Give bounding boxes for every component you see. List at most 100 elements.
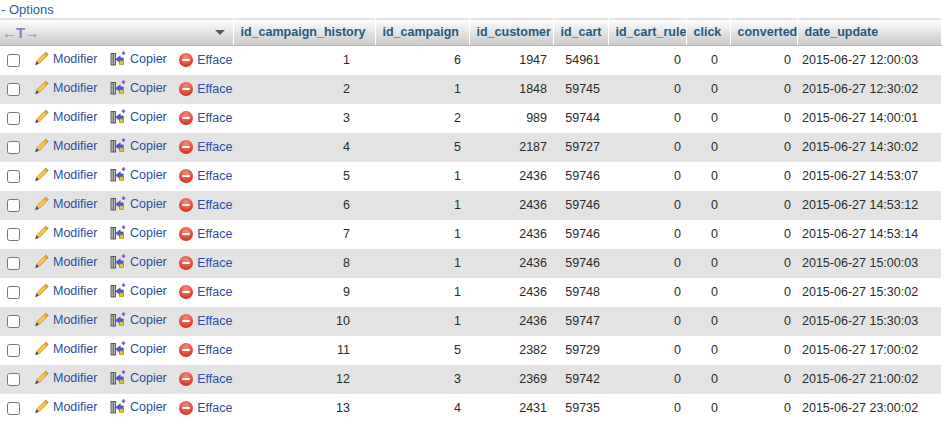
delete-link[interactable]: Effacer [179, 140, 233, 154]
cell-converted: 0 [730, 75, 797, 104]
cell-date-update: 2015-06-27 14:53:14 [797, 220, 941, 249]
cell-id-campaign: 1 [375, 249, 469, 278]
row-checkbox[interactable] [7, 315, 20, 328]
delete-icon [179, 343, 193, 357]
edit-link[interactable]: Modifier [33, 370, 97, 386]
row-checkbox[interactable] [7, 228, 20, 241]
row-select-cell [0, 104, 30, 133]
row-checkbox[interactable] [7, 170, 20, 183]
cell-id-cart: 59727 [553, 133, 608, 162]
delete-link[interactable]: Effacer [179, 256, 233, 270]
delete-link[interactable]: Effacer [179, 53, 233, 67]
column-header-id_customer[interactable]: id_customer [469, 19, 553, 46]
cell-id-cart-rule: 0 [608, 75, 686, 104]
cell-id-cart: 59746 [553, 162, 608, 191]
edit-link[interactable]: Modifier [33, 341, 97, 357]
column-header-id_cart_rule[interactable]: id_cart_rule [608, 19, 686, 46]
copy-link[interactable]: Copier [110, 109, 167, 125]
cell-converted: 0 [730, 307, 797, 336]
row-checkbox[interactable] [7, 286, 20, 299]
cell-click: 0 [686, 336, 730, 365]
cell-click: 0 [686, 191, 730, 220]
edit-link[interactable]: Modifier [33, 312, 97, 328]
delete-icon [179, 372, 193, 386]
copy-link[interactable]: Copier [110, 196, 167, 212]
copy-link[interactable]: Copier [110, 80, 167, 96]
row-checkbox[interactable] [7, 83, 20, 96]
cell-id-cart-rule: 0 [608, 307, 686, 336]
column-header-click[interactable]: click [686, 19, 730, 46]
copy-icon [110, 312, 126, 328]
delete-icon [179, 285, 193, 299]
row-actions-cell: Modifier Copier Effacer [30, 46, 233, 75]
cell-date-update: 2015-06-27 14:53:07 [797, 162, 941, 191]
delete-link[interactable]: Effacer [179, 285, 233, 299]
column-header-date_update[interactable]: date_update [797, 19, 941, 46]
row-checkbox[interactable] [7, 373, 20, 386]
copy-link[interactable]: Copier [110, 370, 167, 386]
results-table: ←T→ id_campaign_historyid_campaignid_cus… [0, 18, 942, 423]
display-direction-control[interactable]: ←T→ [2, 24, 38, 41]
copy-link[interactable]: Copier [110, 225, 167, 241]
edit-link[interactable]: Modifier [33, 196, 97, 212]
delete-icon [179, 314, 193, 328]
column-header-converted[interactable]: converted [730, 19, 797, 46]
cell-id-campaign-history: 11 [233, 336, 375, 365]
edit-link[interactable]: Modifier [33, 399, 97, 415]
copy-link[interactable]: Copier [110, 138, 167, 154]
row-select-cell [0, 394, 30, 423]
row-select-cell [0, 162, 30, 191]
row-checkbox[interactable] [7, 112, 20, 125]
cell-date-update: 2015-06-27 12:00:03 [797, 46, 941, 75]
edit-link[interactable]: Modifier [33, 138, 97, 154]
cell-id-campaign: 2 [375, 104, 469, 133]
copy-link[interactable]: Copier [110, 283, 167, 299]
edit-link[interactable]: Modifier [33, 167, 97, 183]
edit-link[interactable]: Modifier [33, 254, 97, 270]
edit-link[interactable]: Modifier [33, 51, 97, 67]
copy-link[interactable]: Copier [110, 399, 167, 415]
cell-id-customer: 2436 [469, 162, 553, 191]
edit-link[interactable]: Modifier [33, 109, 97, 125]
cell-id-campaign-history: 7 [233, 220, 375, 249]
cell-click: 0 [686, 46, 730, 75]
row-checkbox[interactable] [7, 199, 20, 212]
header-dropdown-icon[interactable] [215, 30, 225, 35]
copy-icon [110, 80, 126, 96]
edit-link[interactable]: Modifier [33, 283, 97, 299]
edit-link[interactable]: Modifier [33, 80, 97, 96]
row-checkbox[interactable] [7, 54, 20, 67]
cell-converted: 0 [730, 394, 797, 423]
cell-converted: 0 [730, 336, 797, 365]
row-actions-cell: Modifier Copier Effacer [30, 191, 233, 220]
copy-link[interactable]: Copier [110, 51, 167, 67]
row-checkbox[interactable] [7, 402, 20, 415]
column-header-id_cart[interactable]: id_cart [553, 19, 608, 46]
row-checkbox[interactable] [7, 141, 20, 154]
pencil-icon [33, 370, 49, 386]
edit-link[interactable]: Modifier [33, 225, 97, 241]
column-header-id_campaign_history[interactable]: id_campaign_history [233, 19, 375, 46]
delete-link[interactable]: Effacer [179, 401, 233, 415]
copy-link[interactable]: Copier [110, 341, 167, 357]
column-header-id_campaign[interactable]: id_campaign [375, 19, 469, 46]
copy-link[interactable]: Copier [110, 312, 167, 328]
cell-date-update: 2015-06-27 21:00:02 [797, 365, 941, 394]
cell-id-customer: 2436 [469, 278, 553, 307]
cell-converted: 0 [730, 162, 797, 191]
delete-link[interactable]: Effacer [179, 343, 233, 357]
delete-link[interactable]: Effacer [179, 82, 233, 96]
cell-id-cart-rule: 0 [608, 162, 686, 191]
delete-link[interactable]: Effacer [179, 314, 233, 328]
copy-link[interactable]: Copier [110, 254, 167, 270]
delete-link[interactable]: Effacer [179, 372, 233, 386]
delete-link[interactable]: Effacer [179, 198, 233, 212]
delete-link[interactable]: Effacer [179, 111, 233, 125]
options-toggle-link[interactable]: - Options [1, 2, 54, 17]
row-checkbox[interactable] [7, 344, 20, 357]
row-checkbox[interactable] [7, 257, 20, 270]
delete-link[interactable]: Effacer [179, 227, 233, 241]
copy-link[interactable]: Copier [110, 167, 167, 183]
pencil-icon [33, 80, 49, 96]
delete-link[interactable]: Effacer [179, 169, 233, 183]
